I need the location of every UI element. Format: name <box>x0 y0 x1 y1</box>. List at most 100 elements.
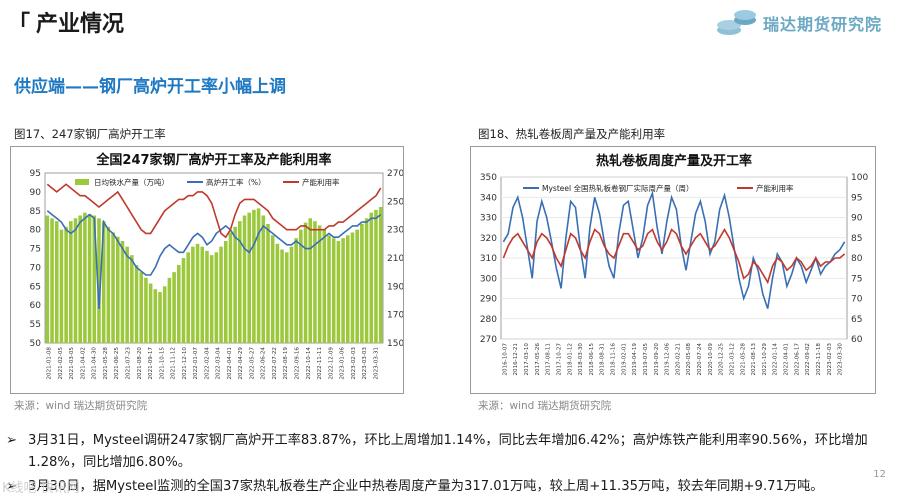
bar-mark <box>181 258 186 343</box>
x-tick-label: 2017-05-26 <box>535 343 541 376</box>
bar-mark <box>219 246 223 343</box>
x-tick-label: 2020-10-09 <box>708 343 714 376</box>
x-tick-label: 2022-07-22 <box>272 347 278 380</box>
y-right-tick-label: 90 <box>851 214 863 224</box>
bar-mark <box>223 241 228 343</box>
bar-mark <box>261 215 266 343</box>
arrow-bullet-icon: ➢ <box>6 433 18 448</box>
x-tick-label: 2019-04-19 <box>632 343 638 376</box>
bar-mark <box>115 236 120 343</box>
y-left-tick-label: 270 <box>480 335 497 345</box>
legend-label: 产能利用率 <box>756 183 794 193</box>
legend-label: 产能利用率 <box>302 177 340 187</box>
bar-mark <box>275 243 280 343</box>
y-left-tick-label: 85 <box>30 207 41 217</box>
x-tick-label: 2021-11-12 <box>171 347 177 380</box>
figure18-source: 来源：wind 瑞达期货研究院 <box>478 400 612 412</box>
page-subtitle: 供应端——钢厂高炉开工率小幅上调 <box>14 77 286 97</box>
bullet-1-text: 3月31日，Mysteel调研247家钢厂高炉开工率83.87%，环比上周增加1… <box>28 433 868 470</box>
bar-mark <box>374 209 378 343</box>
bar-mark <box>92 215 97 343</box>
y-left-tick-label: 80 <box>30 226 42 236</box>
bar-mark <box>106 226 111 343</box>
x-tick-label: 2019-02-01 <box>621 343 627 376</box>
page-number: 12 <box>873 469 886 480</box>
y-left-tick-label: 280 <box>480 315 497 325</box>
x-tick-label: 2022-03-04 <box>216 347 222 380</box>
section-title-text: 产业情况 <box>36 12 125 37</box>
y-left-tick-label: 330 <box>480 214 497 224</box>
bullet-2-text: 3月30日，据Mysteel监测的全国37家热轧板卷生产企业中热卷周度产量为31… <box>28 479 824 494</box>
x-tick-label: 2020-07-24 <box>697 343 703 376</box>
x-tick-label: 2023-02-03 <box>827 343 833 376</box>
bar-mark <box>299 229 303 343</box>
bullet-1: ➢ 3月31日，Mysteel调研247家钢厂高炉开工率83.87%，环比上周增… <box>6 430 892 474</box>
y-right-tick-label: 85 <box>851 234 862 244</box>
bar-mark <box>73 218 78 343</box>
y-left-tick-label: 65 <box>30 282 41 292</box>
x-tick-label: 2023-03-03 <box>362 347 368 380</box>
x-tick-label: 2021-04-30 <box>92 347 98 380</box>
legend-label: 日均铁水产量（万吨） <box>94 177 169 187</box>
chart-figure17: 全国247家钢厂高炉开工率及产能利用率 50 55 60 65 70 75 80 85 90 95 1… <box>10 146 404 394</box>
y-left-tick-label: 50 <box>30 339 42 349</box>
bar-mark <box>130 255 134 343</box>
chart-title: 热轧卷板周度产量及开工率 <box>596 153 752 169</box>
x-tick-label: 2017-10-27 <box>556 343 562 376</box>
bar-mark <box>378 207 383 343</box>
bar-mark <box>144 277 148 343</box>
bar-mark <box>346 235 350 343</box>
watermark: K线吧 快讯网 <box>2 481 80 496</box>
bar-mark <box>45 215 50 343</box>
bar-mark <box>350 232 355 343</box>
y-left-tick-label: 290 <box>480 295 497 305</box>
brand-logo: 瑞达期货研究院 <box>715 8 882 38</box>
y-left-tick-label: 75 <box>30 245 41 255</box>
x-tick-label: 2022-04-01 <box>227 347 233 380</box>
bar-mark <box>308 218 313 343</box>
chart-figure18: 热轧卷板周度产量及开工率 270 280 290 300 310 320 330 340 350 6… <box>470 146 876 394</box>
bar-mark <box>148 283 153 343</box>
bar-mark <box>200 246 205 343</box>
bar-mark <box>270 235 275 343</box>
brand-name: 瑞达期货研究院 <box>762 15 882 34</box>
x-tick-label: 2021-04-02 <box>80 347 86 380</box>
bar-mark <box>177 265 181 343</box>
y-left-tick-label: 55 <box>30 320 41 330</box>
x-tick-label: 2018-06-15 <box>589 343 595 376</box>
bar-mark <box>54 221 59 343</box>
x-tick-label: 2020-02-21 <box>675 343 681 376</box>
figure17-source: 来源：wind 瑞达期货研究院 <box>14 400 148 412</box>
x-tick-label: 2022-06-24 <box>261 347 267 380</box>
bar-mark <box>125 246 129 343</box>
x-tick-label: 2018-01-12 <box>567 343 573 376</box>
x-tick-label: 2021-08-13 <box>751 343 757 376</box>
bar-mark <box>364 218 369 343</box>
x-tick-label: 2021-12-10 <box>182 347 188 380</box>
bar-mark <box>172 272 176 343</box>
figure17-caption: 图17、247家钢厂高炉开工率 <box>14 127 166 141</box>
bar-mark <box>83 212 87 343</box>
bar-mark <box>336 241 341 343</box>
bar-mark <box>153 289 158 343</box>
x-tick-label: 2022-11-18 <box>816 343 822 376</box>
bar-mark <box>256 208 261 343</box>
figure18-caption: 图18、热轧卷板周产量及产能利用率 <box>478 127 666 141</box>
x-tick-label: 2016-10-07 <box>502 343 508 376</box>
bar-mark <box>167 277 172 343</box>
arrow-bullet-icon: ➢ <box>6 479 18 494</box>
y-left-tick-label: 95 <box>30 169 41 179</box>
plot-area <box>44 172 384 344</box>
legend-label: Mysteel 全国热轧板卷钢厂实际周产量（周） <box>542 183 693 193</box>
y-right-tick-label: 75 <box>851 274 862 284</box>
x-tick-label: 2022-06-17 <box>794 343 800 376</box>
y-right-tick-label: 60 <box>851 335 863 345</box>
bar-mark <box>242 215 247 343</box>
bar-mark <box>331 238 336 343</box>
x-tick-label: 2021-10-29 <box>762 343 768 376</box>
x-tick-label: 2022-08-19 <box>283 347 289 380</box>
x-tick-label: 2021-05-28 <box>103 347 109 380</box>
bar-mark <box>289 246 294 343</box>
bar-mark <box>284 252 289 343</box>
bar-mark <box>341 238 345 343</box>
